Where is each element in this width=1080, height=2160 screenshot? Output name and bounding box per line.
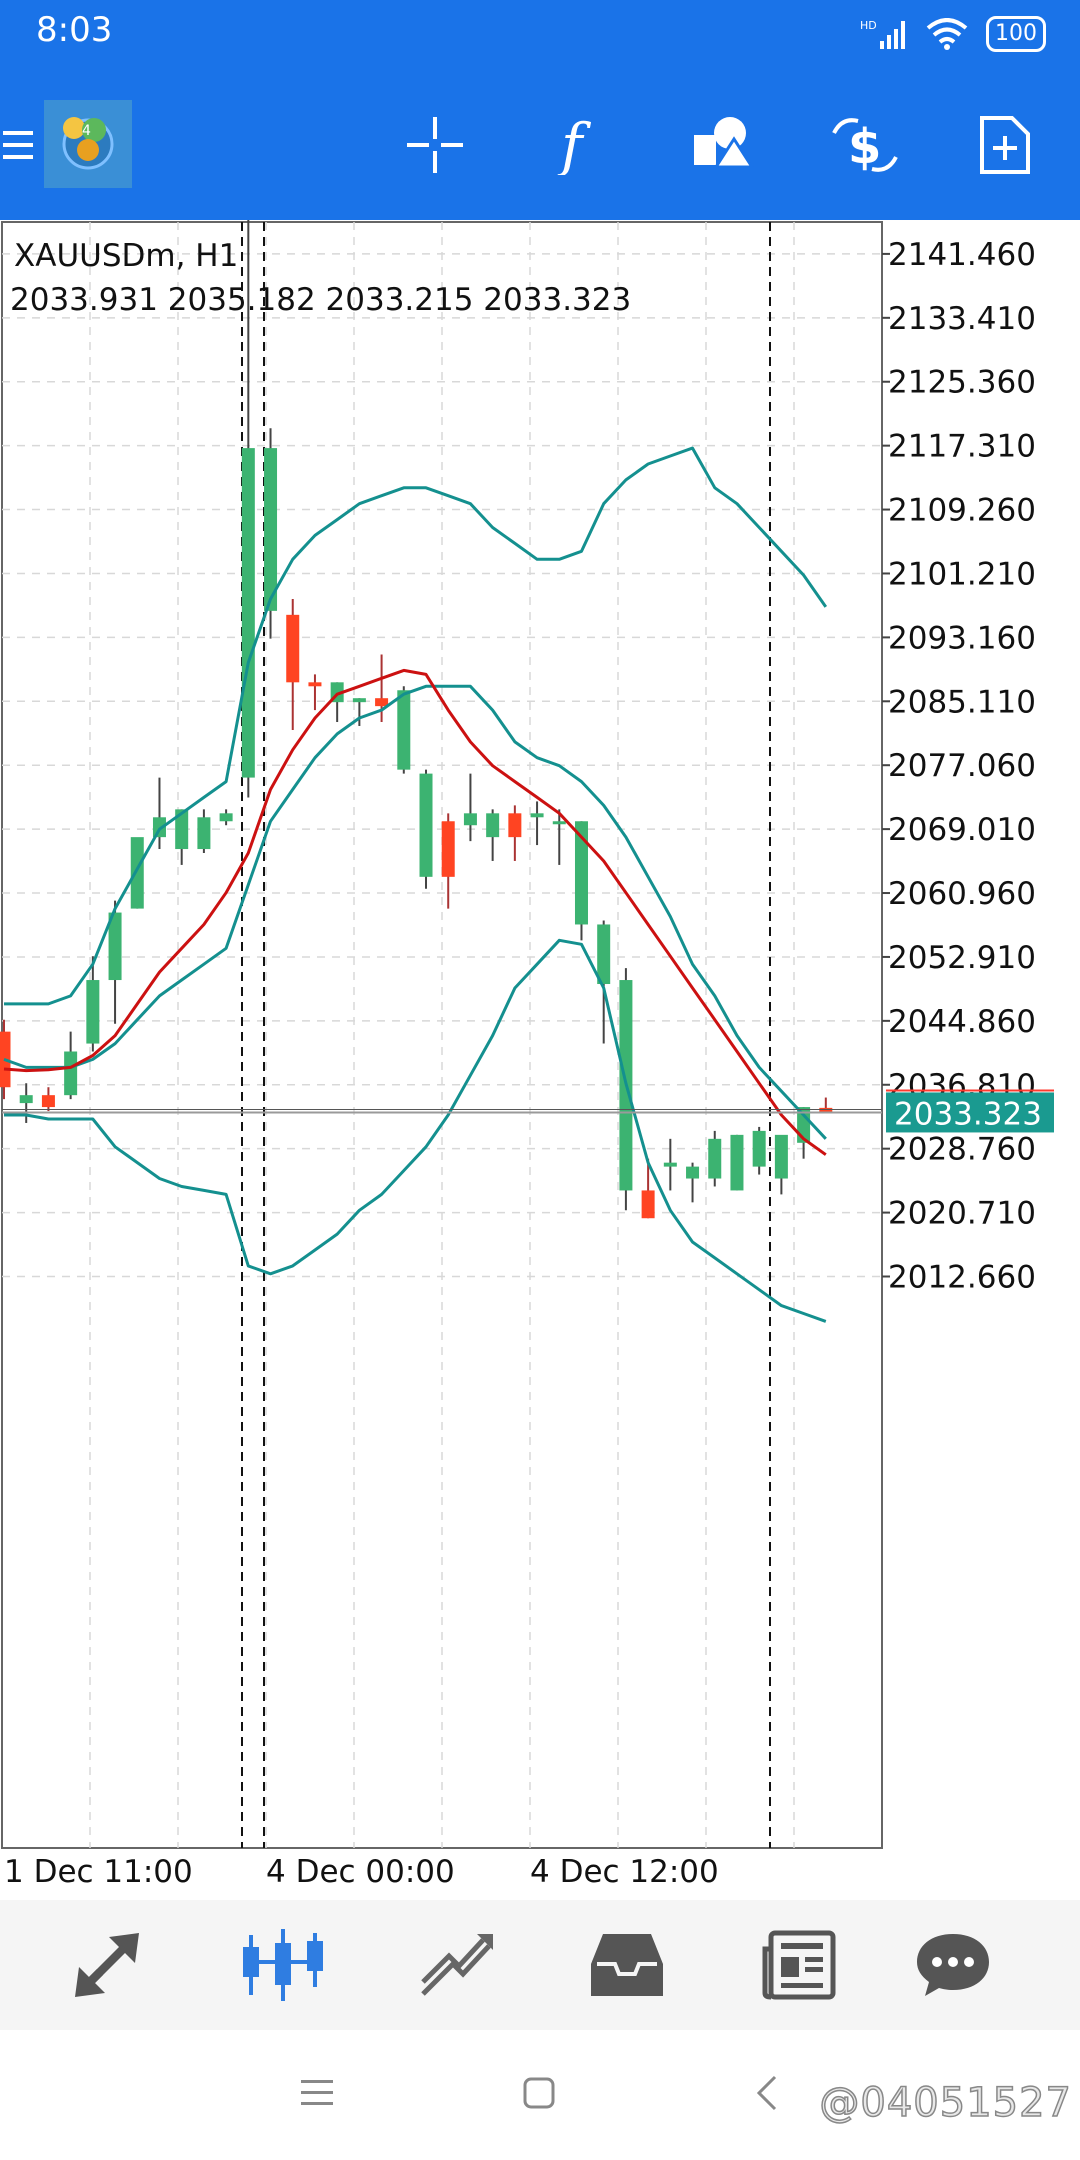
- candle-body: [486, 813, 500, 838]
- candle-body: [86, 980, 100, 1044]
- candle-body: [752, 1130, 766, 1167]
- system-navigation: [0, 2030, 1080, 2160]
- objects-icon[interactable]: [688, 110, 758, 180]
- price-label: 2044.860: [888, 1004, 1036, 1040]
- candle-body: [463, 813, 477, 826]
- candle-body: [64, 1051, 78, 1096]
- price-label: 2117.310: [888, 429, 1036, 465]
- back-icon[interactable]: [724, 2050, 810, 2136]
- price-label: 2069.010: [888, 812, 1036, 848]
- candlestick-chart[interactable]: 2149.5102141.4602133.4102125.3602117.310…: [0, 220, 1080, 1900]
- candle-body: [441, 821, 455, 877]
- recents-icon[interactable]: [274, 2050, 360, 2136]
- bottom-navigation: [0, 1900, 1080, 2030]
- price-label: 2101.210: [888, 556, 1036, 592]
- candle-body: [774, 1134, 788, 1179]
- time-label: 4 Dec 12:00: [530, 1854, 719, 1890]
- bollinger-lower-line: [4, 938, 827, 1323]
- candle-body: [286, 614, 300, 683]
- candle-body: [686, 1166, 700, 1179]
- price-label: 2133.410: [888, 301, 1036, 337]
- network-type: HD: [860, 19, 877, 32]
- price-label: 2028.760: [888, 1132, 1036, 1168]
- battery-indicator: 100: [986, 16, 1046, 52]
- candle-body: [241, 448, 255, 778]
- candle-body: [130, 837, 144, 909]
- status-icons: HD 100: [860, 12, 1046, 56]
- time-label: 4 Dec 00:00: [266, 1854, 455, 1890]
- candle-body: [730, 1134, 744, 1191]
- candle-body: [108, 912, 122, 981]
- moving-average-line: [3, 668, 827, 1156]
- candle-body: [819, 1107, 833, 1113]
- watermark: @04051527: [819, 2079, 1072, 2127]
- bollinger-middle-line: [3, 684, 827, 1140]
- news-icon[interactable]: [756, 1922, 842, 2008]
- price-label: 2052.910: [888, 940, 1036, 976]
- candle-body: [419, 773, 433, 877]
- app-logo-icon[interactable]: 4: [44, 100, 132, 188]
- candle-body: [352, 698, 366, 703]
- trade-tab-icon[interactable]: [414, 1922, 500, 2008]
- price-label: 2012.660: [888, 1260, 1036, 1296]
- signal-icon: HD: [860, 19, 905, 49]
- chart-ohlc: 2033.931 2035.182 2033.215 2033.323: [10, 282, 632, 318]
- candle-body: [197, 817, 211, 850]
- svg-text:f: f: [557, 115, 592, 175]
- candle-body: [264, 448, 278, 611]
- candle-body: [19, 1095, 33, 1104]
- history-icon[interactable]: [584, 1922, 670, 2008]
- candle-body: [663, 1162, 677, 1167]
- candle-body: [308, 682, 322, 687]
- candle-body: [375, 698, 389, 707]
- wifi-icon: [926, 18, 968, 50]
- price-tag: [886, 1092, 1054, 1133]
- indicators-icon[interactable]: f: [545, 110, 615, 180]
- app-toolbar: 4 f $: [0, 70, 1080, 220]
- new-order-icon[interactable]: [970, 110, 1040, 180]
- chart-icon[interactable]: [240, 1922, 326, 2008]
- status-time: 8:03: [36, 10, 113, 50]
- time-label: 1 Dec 11:00: [4, 1854, 193, 1890]
- price-label: 2141.460: [888, 237, 1036, 273]
- price-label: 2125.360: [888, 365, 1036, 401]
- candle-body: [175, 809, 189, 850]
- chart-area[interactable]: 2149.5102141.4602133.4102125.3602117.310…: [0, 220, 1080, 1900]
- bollinger-upper-line: [4, 446, 828, 1006]
- candle-body: [597, 924, 611, 985]
- candle-body: [530, 813, 544, 818]
- home-icon[interactable]: [496, 2050, 582, 2136]
- status-bar: 8:03 HD 100: [0, 0, 1080, 70]
- candle-body: [508, 813, 522, 838]
- candle-body: [552, 821, 566, 825]
- price-label: 2077.060: [888, 748, 1036, 784]
- price-label: 2109.260: [888, 493, 1036, 529]
- candle-body: [219, 813, 233, 822]
- svg-text:4: 4: [82, 123, 91, 139]
- crosshair-icon[interactable]: [400, 110, 470, 180]
- price-label: 2085.110: [888, 684, 1036, 720]
- price-label: 2093.160: [888, 620, 1036, 656]
- current-price-label: 2033.323: [894, 1096, 1042, 1132]
- candle-body: [397, 690, 411, 770]
- svg-text:$: $: [848, 119, 881, 175]
- chart-symbol: XAUUSDm, H1: [14, 238, 239, 274]
- price-label: 2060.960: [888, 876, 1036, 912]
- candle-body: [574, 821, 588, 925]
- trade-icon[interactable]: $: [830, 110, 900, 180]
- candle-body: [41, 1095, 55, 1108]
- candle-body: [641, 1190, 655, 1219]
- messages-icon[interactable]: [910, 1922, 996, 2008]
- price-label: 2020.710: [888, 1196, 1036, 1232]
- quotes-icon[interactable]: [64, 1922, 150, 2008]
- menu-icon[interactable]: [0, 110, 40, 180]
- candle-body: [708, 1138, 722, 1179]
